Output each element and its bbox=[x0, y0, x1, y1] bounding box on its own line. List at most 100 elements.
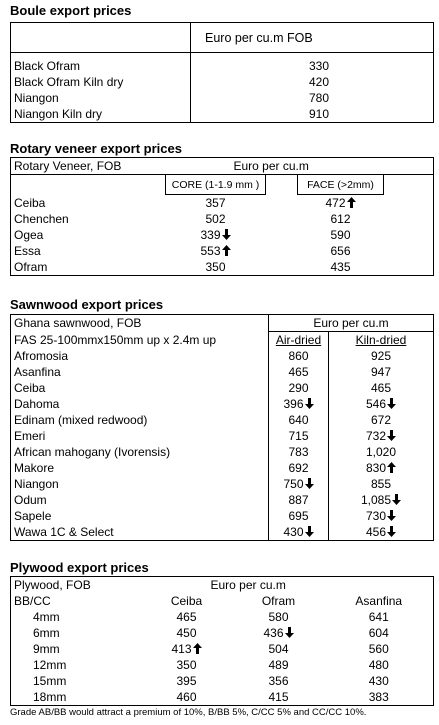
row-label-text: 6mm bbox=[33, 626, 60, 640]
header-cell: Euro per cu.m FOB bbox=[190, 22, 434, 53]
row-label: 18mm bbox=[11, 689, 141, 706]
price-value: 732 bbox=[365, 429, 387, 443]
row-label-text: 4mm bbox=[33, 610, 60, 624]
price-cell: 546 bbox=[328, 396, 434, 412]
row-label-text: 18mm bbox=[33, 690, 67, 704]
price-value: 641 bbox=[368, 610, 389, 624]
arrow-down bbox=[284, 627, 294, 638]
header-cell: Euro per cu.m bbox=[268, 314, 434, 332]
section-title: Plywood export prices bbox=[10, 560, 149, 575]
price-cell: 339 bbox=[166, 227, 266, 243]
price-value: 396 bbox=[283, 397, 304, 411]
price-value: 1,020 bbox=[365, 445, 397, 459]
arrow-down bbox=[392, 494, 402, 505]
price-value: 472 bbox=[325, 196, 346, 210]
price-cell: 350 bbox=[166, 259, 266, 276]
price-cell: 450 bbox=[141, 625, 233, 641]
header-cell: Air-dried bbox=[268, 331, 329, 348]
price-value: 465 bbox=[370, 381, 392, 395]
price-cell: 436 bbox=[233, 625, 325, 641]
price-cell bbox=[266, 211, 298, 227]
row-label: Niangon Kiln dry bbox=[11, 106, 191, 123]
header-cell bbox=[11, 23, 191, 53]
price-cell: 887 bbox=[268, 492, 329, 508]
price-value: 580 bbox=[268, 610, 289, 624]
section-title: Boule export prices bbox=[10, 3, 132, 18]
row-label: Chenchen bbox=[11, 211, 166, 227]
price-cell: 502 bbox=[166, 211, 266, 227]
price-value: 460 bbox=[176, 690, 197, 704]
arrow-shape bbox=[284, 627, 294, 638]
price-cell: 590 bbox=[298, 227, 384, 243]
row-label-text: African mahogany (Ivorensis) bbox=[14, 445, 171, 459]
price-value: 290 bbox=[288, 381, 309, 395]
table-row: Emeri 715 732 bbox=[11, 428, 434, 444]
price-value: 830 bbox=[365, 461, 387, 475]
price-cell: 910 bbox=[190, 106, 434, 123]
price-cell: 1,085 bbox=[328, 492, 434, 508]
price-cell: 356 bbox=[233, 673, 325, 689]
row-label-text: 12mm bbox=[33, 658, 67, 672]
price-cell: 947 bbox=[328, 364, 434, 380]
price-cell: 465 bbox=[141, 609, 233, 625]
price-value: 504 bbox=[268, 642, 289, 656]
price-value: 640 bbox=[288, 413, 309, 427]
row-label: Niangon bbox=[11, 90, 191, 106]
table-row: Essa 553 656 bbox=[11, 243, 434, 259]
row-label-text: Afromosia bbox=[14, 349, 69, 363]
arrow-down bbox=[304, 478, 314, 489]
row-label-text: Niangon Kiln dry bbox=[14, 107, 103, 121]
table-row: 18mm 460 415 383 bbox=[11, 689, 434, 706]
arrow-up bbox=[387, 462, 397, 473]
price-value: 489 bbox=[268, 658, 289, 672]
price-value: 553 bbox=[200, 244, 221, 258]
price-value: 730 bbox=[365, 509, 387, 523]
price-value: 860 bbox=[288, 349, 309, 363]
price-cell: 413 bbox=[141, 641, 233, 657]
price-cell: 460 bbox=[141, 689, 233, 706]
price-cell: 830 bbox=[328, 460, 434, 476]
table-row: Ofram 350 435 bbox=[11, 259, 434, 276]
price-value: 672 bbox=[370, 413, 392, 427]
price-value: 560 bbox=[368, 642, 389, 656]
price-cell: 465 bbox=[268, 364, 329, 380]
row-label-text: Ofram bbox=[14, 260, 48, 274]
row-label: 12mm bbox=[11, 657, 141, 673]
sawnwood-table: Ghana sawnwood, FOB Euro per cu.m FAS 25… bbox=[10, 314, 434, 541]
arrow-shape bbox=[387, 430, 397, 441]
footnote: Grade AB/BB would attract a premium of 1… bbox=[10, 707, 367, 718]
price-cell: 420 bbox=[190, 74, 434, 90]
price-value: 656 bbox=[330, 244, 351, 258]
table-row: 6mm 450 436 604 bbox=[11, 625, 434, 641]
arrow-shape bbox=[387, 462, 397, 473]
row-label-text: Makore bbox=[14, 461, 55, 475]
price-value: 356 bbox=[268, 674, 289, 688]
header-cell: CORE (1-1.9 mm ) bbox=[165, 174, 266, 195]
header-cell: Kiln-dried bbox=[328, 331, 434, 348]
price-cell bbox=[266, 195, 298, 212]
price-value: 692 bbox=[288, 461, 309, 475]
row-label-text: Ceiba bbox=[14, 381, 46, 395]
row-label: Wawa 1C & Select bbox=[11, 524, 269, 541]
arrow-shape bbox=[304, 478, 314, 489]
price-cell: 456 bbox=[328, 524, 434, 541]
row-label: Afromosia bbox=[11, 348, 269, 364]
row-label-text: Essa bbox=[14, 244, 41, 258]
row-label-text: Ogea bbox=[14, 228, 44, 242]
table-row: Black Ofram 330 bbox=[11, 52, 434, 75]
arrow-shape bbox=[387, 398, 397, 409]
price-value: 383 bbox=[368, 690, 389, 704]
row-label: Black Ofram bbox=[11, 53, 191, 75]
table-row: Dahoma 396 546 bbox=[11, 396, 434, 412]
price-value: 430 bbox=[368, 674, 389, 688]
header-row: Ghana sawnwood, FOB Euro per cu.m bbox=[11, 314, 434, 332]
row-label-text: Niangon bbox=[14, 477, 59, 491]
header-cell: Asanfina bbox=[355, 594, 403, 608]
header-cell: FACE (>2mm) bbox=[297, 174, 384, 195]
price-cell: 695 bbox=[268, 508, 329, 524]
table-row: Makore 692 830 bbox=[11, 460, 434, 476]
table-row: Niangon 750 855 bbox=[11, 476, 434, 492]
price-value: 612 bbox=[330, 212, 351, 226]
table-row: Ceiba 357 472 bbox=[11, 195, 434, 212]
subheader-row: FAS 25-100mmx150mm up x 2.4m up Air-drie… bbox=[11, 331, 434, 348]
